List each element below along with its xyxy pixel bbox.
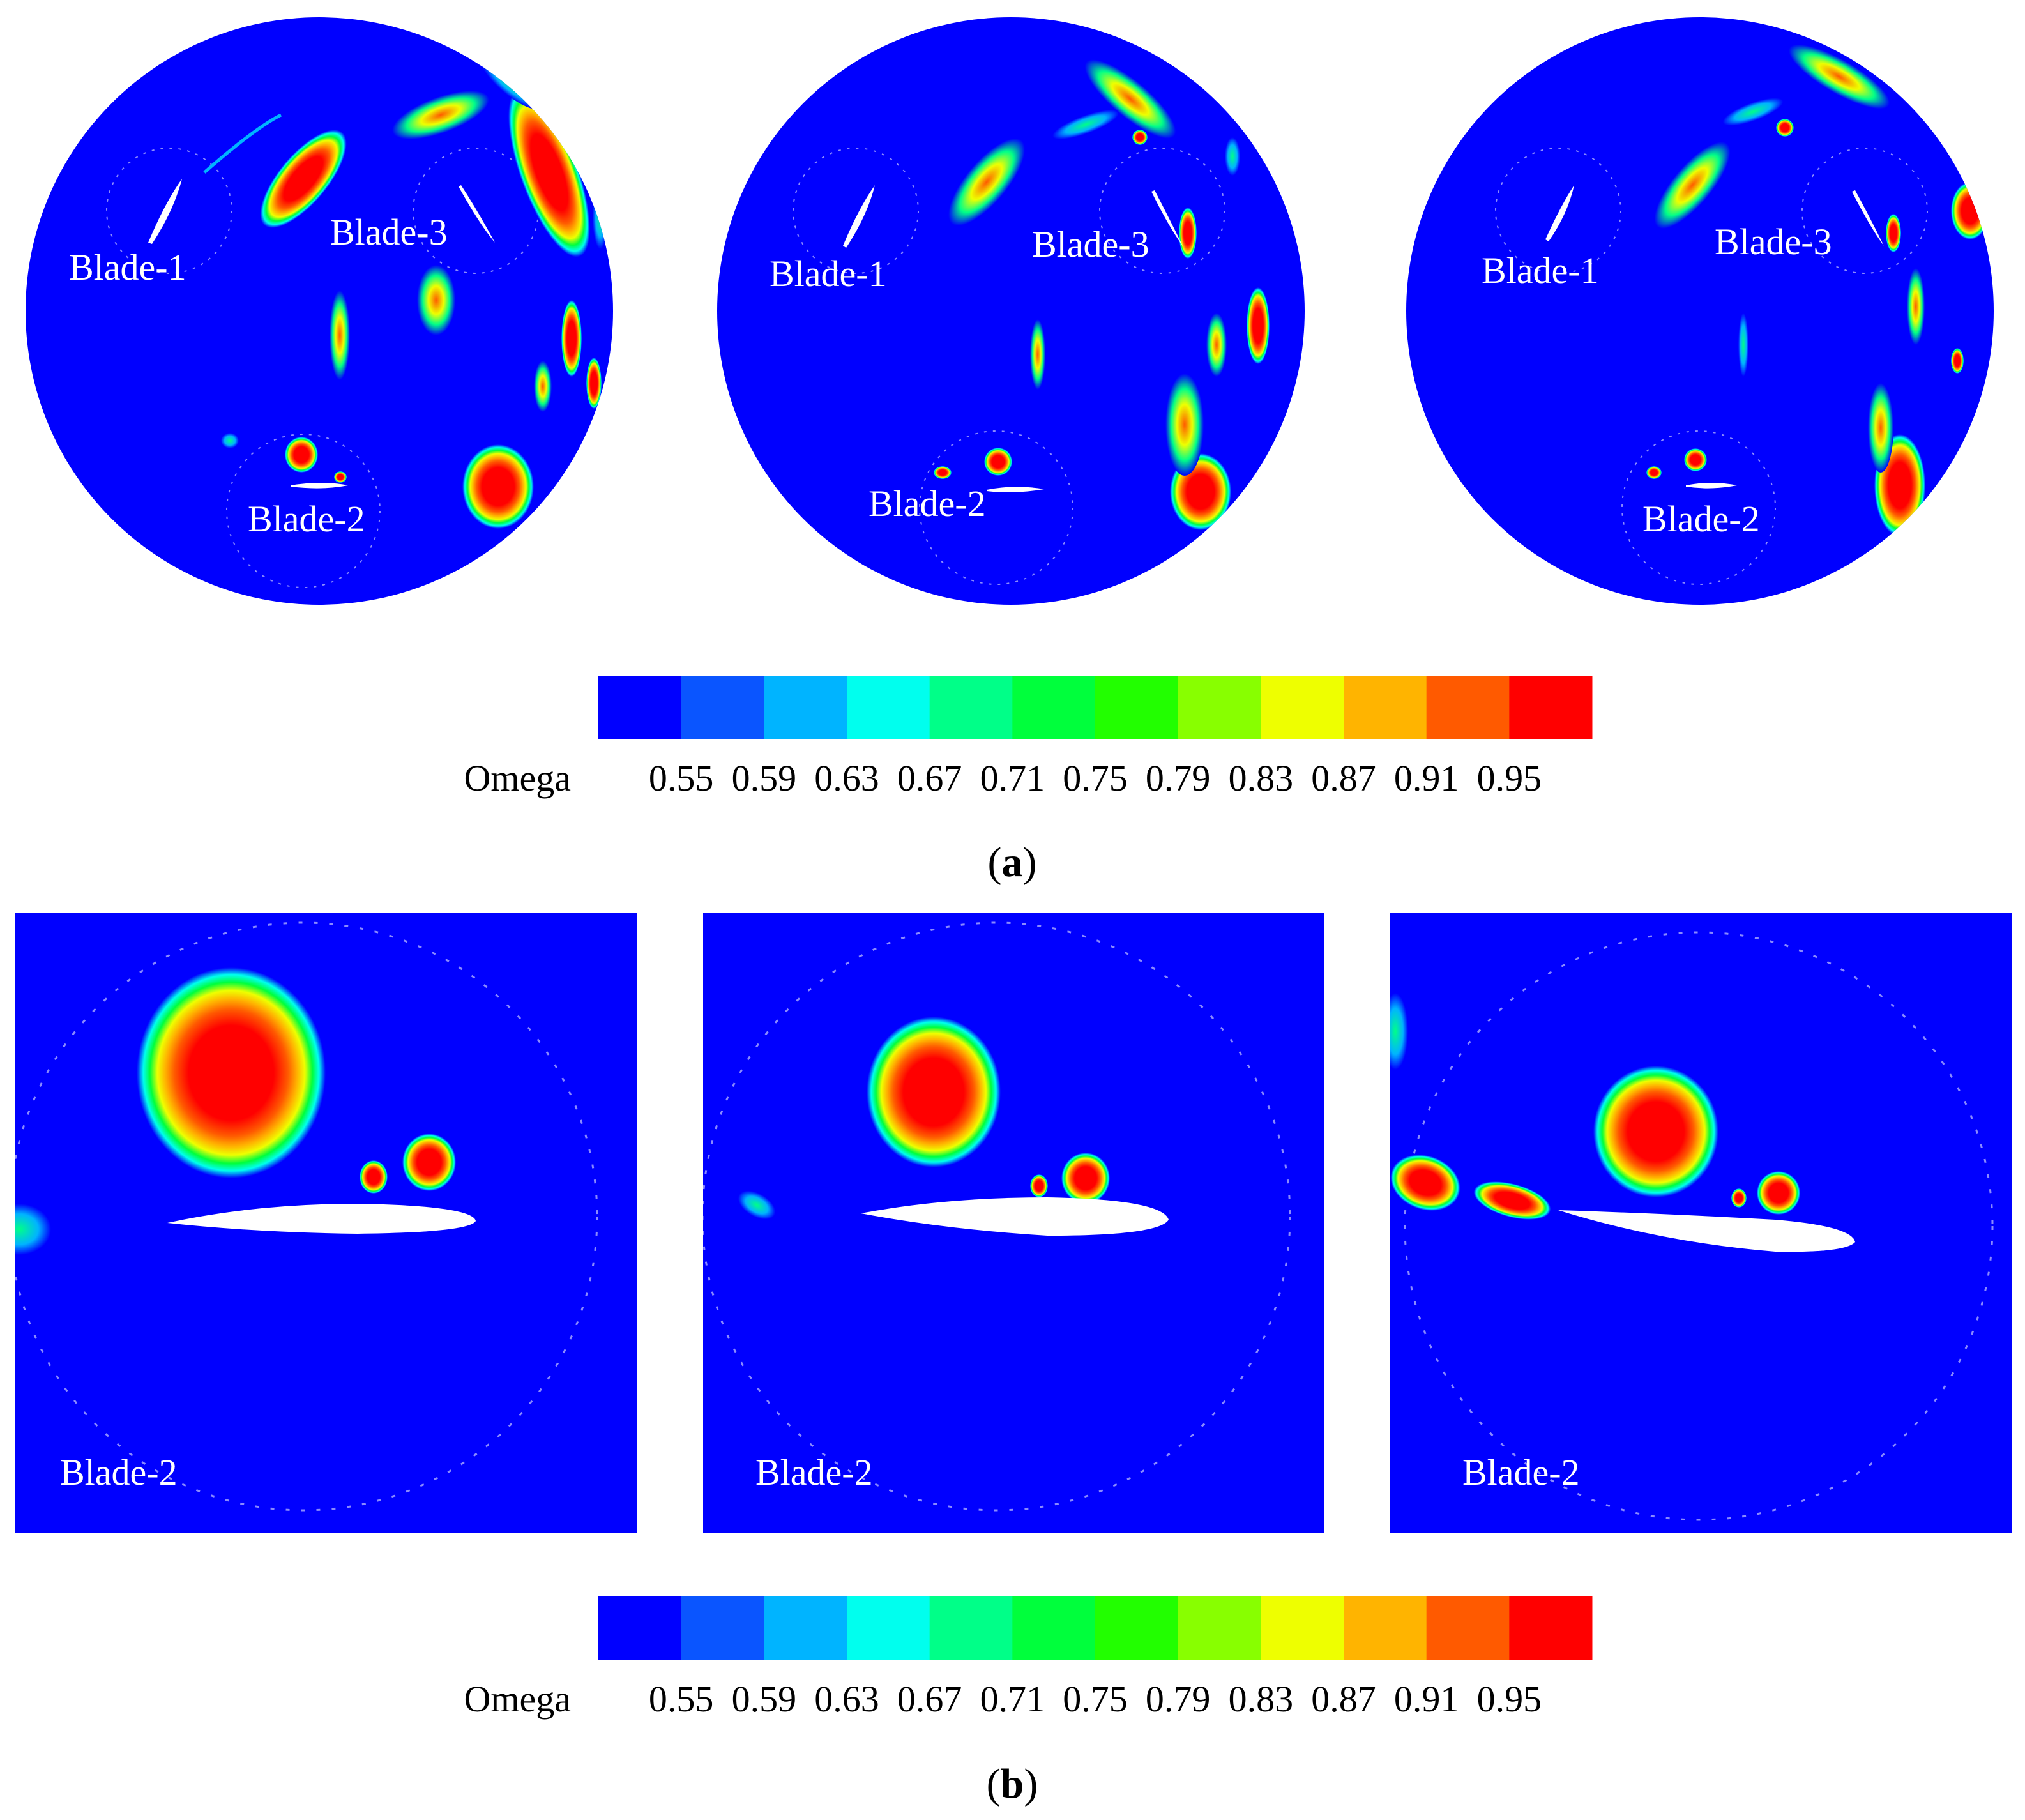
colorbar-a-tick-label: 0.83	[1229, 757, 1294, 799]
colorbar-b-tick-label: 0.67	[897, 1678, 962, 1720]
blade-3-label: Blade-3	[330, 211, 448, 253]
colorbar-a-swatch	[764, 676, 847, 739]
colorbar-b-swatch	[1261, 1596, 1344, 1660]
blade-2-label: Blade-2	[60, 1452, 178, 1493]
colorbar-b-ticks: 0.55 0.59 0.63 0.67 0.71 0.75 0.79 0.83 0.87 0.91…	[649, 1678, 1542, 1720]
colorbar-b-tick-label: 0.75	[1063, 1678, 1128, 1720]
colorbar-a: Omega 0.55 0.59 0.63 0.67 0.71 0.75 0.79 0.83 0.…	[464, 676, 1593, 799]
part-a-label: (a)	[988, 839, 1037, 886]
colorbar-a-ticks: 0.55 0.59 0.63 0.67 0.71 0.75 0.79 0.83 0.87 0.91…	[649, 757, 1542, 799]
colorbar-b-tick-label: 0.63	[814, 1678, 879, 1720]
blade-3-label: Blade-3	[1032, 224, 1149, 265]
colorbar-a-tick-label: 0.71	[980, 757, 1045, 799]
colorbar-b-title: Omega	[464, 1678, 572, 1720]
colorbar-b-swatch	[1426, 1596, 1510, 1660]
colorbar-b-swatch	[1095, 1596, 1179, 1660]
blade-2-label: Blade-2	[868, 483, 986, 524]
colorbar-a-swatch	[1095, 676, 1179, 739]
colorbar-a-swatch	[847, 676, 930, 739]
blade2-closeup-panel-1: Blade-2	[15, 913, 637, 1533]
blade-2-label: Blade-2	[755, 1452, 873, 1493]
colorbar-a-swatch	[929, 676, 1013, 739]
colorbar-b-swatch	[764, 1596, 847, 1660]
colorbar-b-tick-label: 0.79	[1146, 1678, 1211, 1720]
colorbar-b-tick-label: 0.87	[1311, 1678, 1376, 1720]
colorbar-a-swatches	[598, 676, 1593, 739]
blade-1-label: Blade-1	[1482, 250, 1599, 291]
blade2-closeup-panel-3: Blade-2	[1390, 913, 2012, 1533]
colorbar-a-tick-label: 0.79	[1146, 757, 1211, 799]
colorbar-b-swatch	[847, 1596, 930, 1660]
colorbar-b-tick-label: 0.71	[980, 1678, 1045, 1720]
colorbar-b-swatch	[1012, 1596, 1096, 1660]
blade-1-label: Blade-1	[770, 253, 887, 294]
colorbar-b-swatch	[1509, 1596, 1593, 1660]
colorbar-a-tick-label: 0.95	[1477, 757, 1542, 799]
colorbar-b-swatch	[598, 1596, 682, 1660]
colorbar-b-swatch	[681, 1596, 764, 1660]
colorbar-a-tick-label: 0.67	[897, 757, 962, 799]
colorbar-a-tick-label: 0.87	[1311, 757, 1376, 799]
colorbar-a-title: Omega	[464, 757, 572, 799]
colorbar-a-tick-label: 0.55	[649, 757, 714, 799]
colorbar-b-tick-label: 0.59	[732, 1678, 797, 1720]
colorbar-b: Omega 0.55 0.59 0.63 0.67 0.71 0.75 0.79 0.83 0.…	[464, 1596, 1593, 1720]
colorbar-b-swatch	[1178, 1596, 1261, 1660]
rotor-contour-panel-3: Blade-1 Blade-3 Blade-2	[1406, 17, 1994, 605]
colorbar-b-swatches	[598, 1596, 1593, 1660]
colorbar-a-swatch	[1012, 676, 1096, 739]
colorbar-a-swatch	[598, 676, 682, 739]
colorbar-a-tick-label: 0.91	[1394, 757, 1459, 799]
colorbar-b-tick-label: 0.95	[1477, 1678, 1542, 1720]
colorbar-b-swatch	[1344, 1596, 1427, 1660]
blade-2-label: Blade-2	[248, 498, 365, 540]
colorbar-a-swatch	[1509, 676, 1593, 739]
colorbar-b-tick-label: 0.91	[1394, 1678, 1459, 1720]
blade2-closeup-panel-2: Blade-2	[703, 913, 1324, 1533]
blade-2-label: Blade-2	[1642, 498, 1760, 540]
colorbar-a-tick-label: 0.63	[814, 757, 879, 799]
blade-1-label: Blade-1	[69, 246, 186, 288]
colorbar-a-swatch	[1261, 676, 1344, 739]
colorbar-a-swatch	[1344, 676, 1427, 739]
blade-3-label: Blade-3	[1715, 221, 1832, 262]
colorbar-b-tick-label: 0.83	[1229, 1678, 1294, 1720]
colorbar-b-tick-label: 0.55	[649, 1678, 714, 1720]
colorbar-a-swatch	[1426, 676, 1510, 739]
rotor-contour-panel-1: Blade-1 Blade-3 Blade-2	[26, 17, 613, 605]
colorbar-b-swatch	[929, 1596, 1013, 1660]
rotor-contour-panel-2: Blade-1 Blade-3 Blade-2	[717, 17, 1305, 605]
colorbar-a-tick-label: 0.59	[732, 757, 797, 799]
colorbar-a-swatch	[681, 676, 764, 739]
blade-2-label: Blade-2	[1462, 1452, 1580, 1493]
colorbar-a-tick-label: 0.75	[1063, 757, 1128, 799]
colorbar-a-swatch	[1178, 676, 1261, 739]
part-b-label: (b)	[987, 1761, 1038, 1807]
